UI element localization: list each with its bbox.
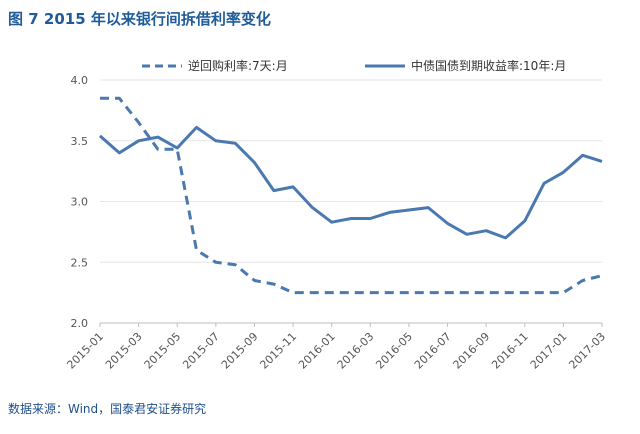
x-tick-label: 2015-07 — [180, 330, 222, 372]
series-line-reverse-repo-7d — [100, 96, 603, 295]
x-tick-label: 2015-05 — [142, 330, 184, 372]
x-tick-label: 2015-11 — [258, 330, 300, 372]
y-tick-label: 3.5 — [71, 135, 89, 148]
x-tick-label: 2016-07 — [412, 330, 454, 372]
y-tick-label: 4.0 — [71, 74, 89, 87]
x-tick-label: 2016-11 — [489, 330, 531, 372]
series-lines — [99, 96, 603, 295]
x-tick-label: 2017-01 — [528, 330, 570, 372]
series-line-cgb-10y — [99, 125, 603, 240]
x-tick-label: 2016-09 — [451, 330, 493, 372]
x-tick-label: 2017-03 — [566, 330, 608, 372]
y-tick-label: 2.0 — [71, 317, 89, 330]
y-tick-label: 2.5 — [71, 256, 89, 269]
x-tick-label: 2015-01 — [64, 330, 106, 372]
x-tick-label: 2016-03 — [335, 330, 377, 372]
x-tick-label: 2015-03 — [103, 330, 145, 372]
x-tick-label: 2016-01 — [296, 330, 338, 372]
legend-label: 逆回购利率:7天:月 — [188, 58, 288, 73]
y-tick-label: 3.0 — [71, 196, 89, 209]
x-axis: 2015-012015-032015-052015-072015-092015-… — [64, 322, 608, 372]
chart-title: 图 7 2015 年以来银行间拆借利率变化 — [8, 10, 271, 28]
x-tick-label: 2015-09 — [219, 330, 261, 372]
y-axis: 2.0 2.5 3.0 3.5 4.0 — [71, 74, 89, 330]
legend-label: 中债国债到期收益率:10年:月 — [411, 58, 566, 73]
gridlines — [100, 79, 602, 263]
data-source-note: 数据来源：Wind，国泰君安证券研究 — [8, 402, 207, 416]
x-tick-label: 2016-05 — [373, 330, 415, 372]
legend: 逆回购利率:7天:月 中债国债到期收益率:10年:月 — [142, 58, 566, 73]
